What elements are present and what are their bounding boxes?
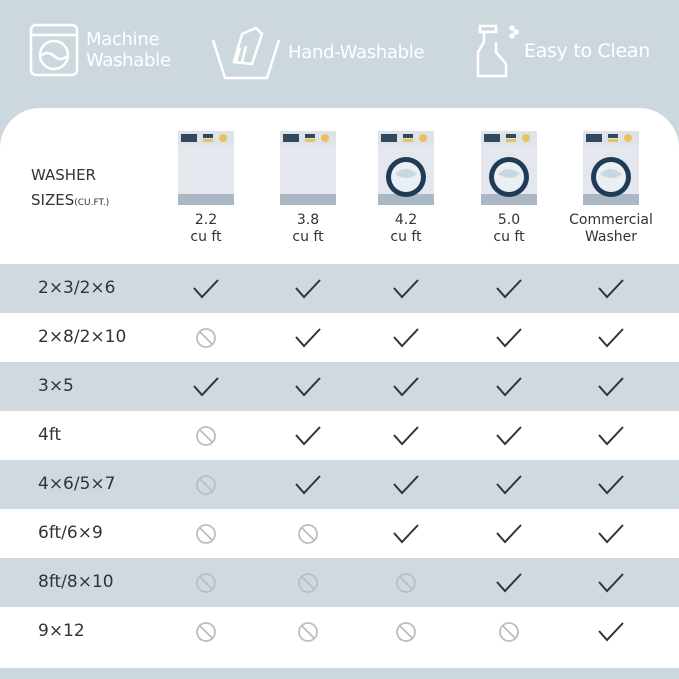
not-allowed-icon (499, 622, 519, 642)
column-label: cu ft (493, 229, 525, 245)
washer-icon (378, 131, 434, 205)
feature-label: Machine Washable (86, 29, 171, 71)
table-row: 2×3/2×6 (0, 264, 679, 313)
check-icon (496, 573, 522, 593)
washing-machine-icon (29, 23, 79, 77)
not-allowed-icon (298, 573, 318, 593)
check-icon (598, 377, 624, 397)
check-icon (295, 377, 321, 397)
check-icon (496, 279, 522, 299)
check-icon (598, 279, 624, 299)
not-allowed-icon (196, 573, 216, 593)
table-row: 9×12 (0, 607, 679, 656)
column-header: 4.2 cu ft (356, 130, 456, 246)
column-label: cu ft (390, 229, 422, 245)
check-icon (193, 377, 219, 397)
column-label: 5.0 (497, 212, 521, 228)
spray-bottle-icon (476, 24, 519, 78)
hand-wash-icon (211, 26, 281, 80)
column-header: 3.8 cu ft (258, 130, 358, 246)
washer-icon (178, 131, 234, 205)
washer-icon (583, 131, 639, 205)
table-row: 2×8/2×10 (0, 313, 679, 362)
check-icon (393, 328, 419, 348)
check-icon (598, 524, 624, 544)
column-label: 2.2 (194, 212, 218, 228)
not-allowed-icon (196, 622, 216, 642)
feature-label: Hand-Washable (288, 41, 425, 63)
row-label: 2×8/2×10 (38, 327, 127, 347)
column-label: 3.8 (296, 212, 320, 228)
check-icon (295, 426, 321, 446)
not-allowed-icon (196, 524, 216, 544)
not-allowed-icon (196, 328, 216, 348)
row-label: 9×12 (38, 621, 85, 641)
table-row: 8ft/8×10 (0, 558, 679, 607)
check-icon (393, 524, 419, 544)
not-allowed-icon (396, 573, 416, 593)
check-icon (496, 377, 522, 397)
washer-icon (481, 131, 537, 205)
column-header: 5.0 cu ft (459, 130, 559, 246)
check-icon (295, 328, 321, 348)
row-label: 3×5 (38, 376, 74, 396)
row-label: 4×6/5×7 (38, 474, 116, 494)
feature-hand-washable: Hand-Washable (210, 22, 425, 82)
table-row: 4ft (0, 411, 679, 460)
column-label: Commercial (569, 212, 653, 228)
column-label: cu ft (292, 229, 324, 245)
column-label: 4.2 (394, 212, 418, 228)
size-compatibility-table: WASHER SIZES(CU.FT.) 2.2 cu ft 3.8 cu ft 4.2 c… (0, 108, 679, 668)
check-icon (393, 426, 419, 446)
check-icon (295, 279, 321, 299)
feature-machine-washable: Machine Washable (28, 22, 171, 78)
check-icon (496, 524, 522, 544)
check-icon (393, 377, 419, 397)
column-header: Commercial Washer (561, 130, 661, 246)
check-icon (295, 475, 321, 495)
check-icon (496, 426, 522, 446)
check-icon (598, 328, 624, 348)
column-header: 2.2 cu ft (156, 130, 256, 246)
check-icon (193, 279, 219, 299)
not-allowed-icon (196, 475, 216, 495)
column-label: Washer (584, 229, 638, 245)
row-label: 2×3/2×6 (38, 278, 116, 298)
table-row: 3×5 (0, 362, 679, 411)
check-icon (496, 475, 522, 495)
check-icon (598, 475, 624, 495)
feature-label: Easy to Clean (524, 39, 650, 62)
check-icon (496, 328, 522, 348)
not-allowed-icon (196, 426, 216, 446)
check-icon (598, 622, 624, 642)
not-allowed-icon (396, 622, 416, 642)
table-header-label: WASHER SIZES(CU.FT.) (31, 166, 110, 209)
washer-icon (280, 131, 336, 205)
feature-easy-to-clean: Easy to Clean (474, 22, 650, 80)
row-label: 4ft (38, 425, 62, 445)
check-icon (598, 573, 624, 593)
check-icon (393, 279, 419, 299)
not-allowed-icon (298, 524, 318, 544)
table-row: 6ft/6×9 (0, 509, 679, 558)
row-label: 8ft/8×10 (38, 572, 114, 592)
not-allowed-icon (298, 622, 318, 642)
table-row: 4×6/5×7 (0, 460, 679, 509)
check-icon (598, 426, 624, 446)
row-label: 6ft/6×9 (38, 523, 103, 543)
column-label: cu ft (190, 229, 222, 245)
check-icon (393, 475, 419, 495)
